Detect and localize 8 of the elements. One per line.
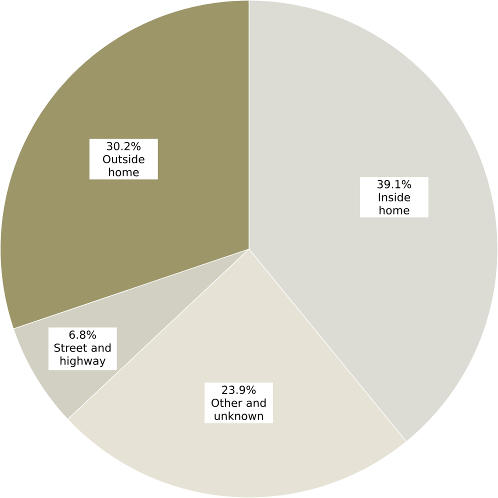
slice-label: Street and highway [54,343,111,368]
slice-label: Inside home [378,192,410,214]
slice-label: Outside home [103,154,144,176]
slice-label: Other and unknown [212,398,266,420]
data-label: 23.9% [222,386,256,394]
data-label: 39.1% [378,180,412,188]
data-label: 30.2% [107,142,141,150]
data-label: 6.8% [69,330,96,339]
